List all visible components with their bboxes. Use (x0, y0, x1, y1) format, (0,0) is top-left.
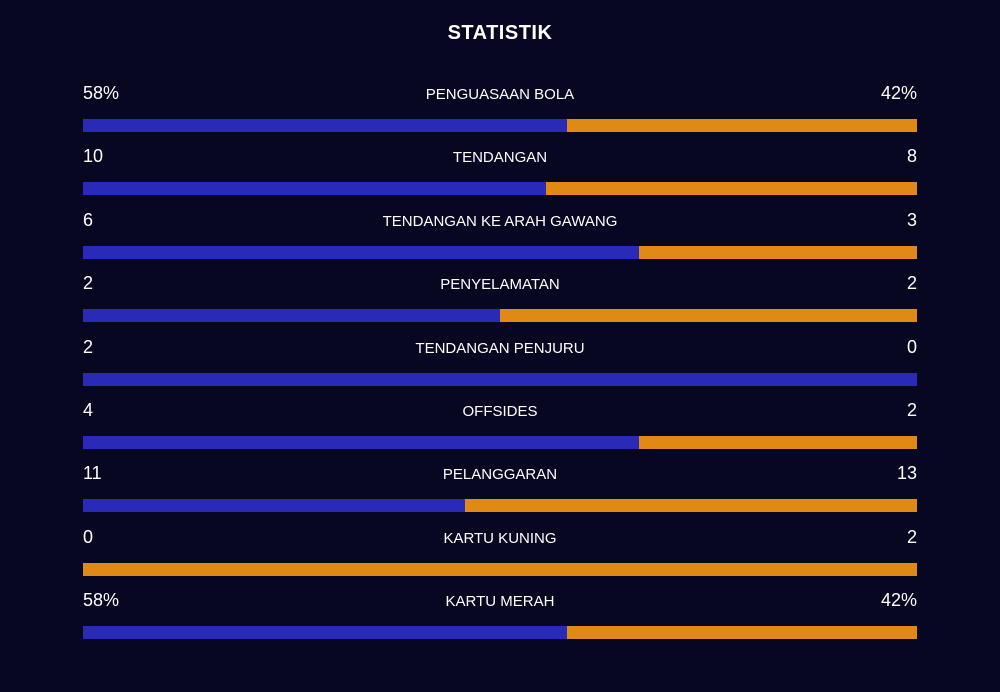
stat-label: PELANGGARAN (442, 466, 558, 484)
home-bar-segment (83, 372, 917, 386)
away-value: 2 (906, 273, 917, 294)
home-value: 58% (83, 83, 120, 103)
away-bar-segment (638, 435, 917, 449)
stat-bar (83, 245, 917, 259)
away-value: 42% (880, 590, 917, 611)
page-title: STATISTIK (447, 22, 553, 44)
away-bar-segment (566, 626, 917, 640)
away-value: 2 (906, 399, 917, 420)
home-value: 0 (83, 526, 94, 547)
home-bar-segment (83, 245, 639, 259)
away-bar-segment (465, 499, 917, 513)
away-bar-segment (546, 182, 917, 196)
home-bar-segment (83, 626, 567, 640)
stat-bar (83, 435, 917, 449)
stat-bar (83, 182, 917, 196)
stat-bar (83, 626, 917, 640)
away-value: 8 (906, 146, 917, 167)
stat-bar (83, 562, 917, 576)
home-bar-segment (83, 499, 466, 513)
stat-row: 4 OFFSIDES 2 (83, 397, 917, 460)
stat-bar (83, 309, 917, 323)
stat-label: PENYELAMATAN (440, 276, 560, 294)
stat-bar (83, 499, 917, 513)
stat-row: 2 TENDANGAN PENJURU 0 (83, 334, 917, 397)
away-value: 0 (906, 336, 917, 357)
home-value: 2 (83, 273, 94, 294)
home-value: 11 (83, 463, 102, 484)
away-value: 2 (906, 526, 917, 547)
home-value: 58% (83, 590, 120, 611)
home-bar-segment (83, 182, 547, 196)
stat-row: 58% KARTU MERAH 42% (83, 587, 917, 650)
away-bar-segment (638, 245, 917, 259)
home-bar-segment (83, 119, 567, 132)
stat-row: 58% PENGUASAAN BOLA 42% (83, 80, 917, 143)
stat-row: 2 PENYELAMATAN 2 (83, 270, 917, 333)
stat-row: 0 KARTU KUNING 2 (83, 524, 917, 587)
home-value: 4 (83, 399, 94, 420)
away-bar-segment (83, 562, 917, 576)
stat-label: KARTU MERAH (445, 593, 555, 611)
stat-label: TENDANGAN PENJURU (415, 339, 585, 357)
away-bar-segment (500, 309, 917, 323)
stat-bar (83, 119, 917, 132)
stat-label: TENDANGAN (452, 149, 548, 167)
home-bar-segment (83, 309, 500, 323)
home-value: 10 (83, 146, 104, 167)
stats-list: 58% PENGUASAAN BOLA 42% 10 TENDANGAN 8 6 TENDAN… (83, 80, 917, 651)
stat-label: PENGUASAAN BOLA (425, 86, 575, 103)
stat-label: OFFSIDES (462, 402, 538, 420)
home-bar-segment (83, 435, 639, 449)
stat-bar (83, 372, 917, 386)
home-value: 2 (83, 336, 94, 357)
home-value: 6 (83, 209, 94, 230)
stat-label: TENDANGAN KE ARAH GAWANG (382, 212, 618, 230)
stat-label: KARTU KUNING (443, 529, 557, 547)
away-value: 13 (896, 463, 917, 484)
stat-row: 6 TENDANGAN KE ARAH GAWANG 3 (83, 207, 917, 270)
away-value: 3 (906, 209, 917, 230)
stat-row: 11 PELANGGARAN 13 (83, 460, 917, 523)
away-bar-segment (566, 119, 917, 132)
stat-row: 10 TENDANGAN 8 (83, 143, 917, 206)
away-value: 42% (880, 83, 917, 103)
